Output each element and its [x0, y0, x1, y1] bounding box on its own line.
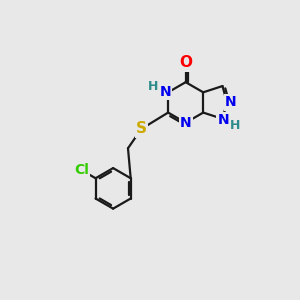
Text: N: N — [180, 116, 191, 130]
Text: S: S — [136, 122, 147, 136]
Text: N: N — [225, 95, 236, 110]
Text: H: H — [148, 80, 158, 94]
Text: H: H — [230, 119, 240, 132]
Text: N: N — [159, 85, 171, 99]
Text: Cl: Cl — [74, 163, 89, 177]
Text: O: O — [179, 56, 192, 70]
Text: N: N — [217, 113, 229, 127]
